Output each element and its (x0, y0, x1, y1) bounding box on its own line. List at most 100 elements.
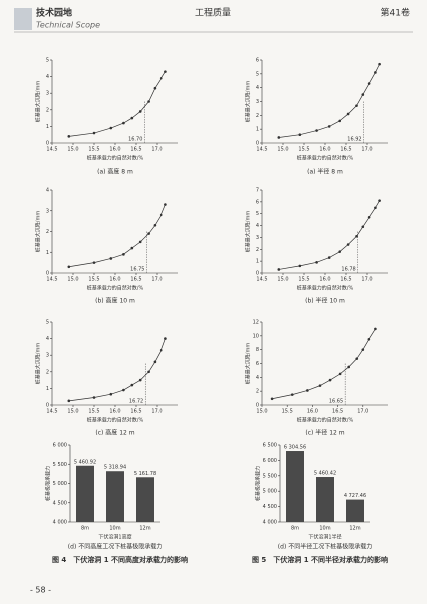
x-tick-label: 14.5 (46, 277, 57, 283)
x-tick-label: 16.0 (109, 409, 120, 415)
y-tick-label: 7 (256, 188, 259, 194)
value-label: 5 460.42 (314, 471, 336, 477)
point (361, 225, 365, 229)
x-tick-label: 15.5 (298, 277, 309, 283)
figure-caption: 图 4 下伏溶洞 1 不同高度对承载力的影响 (52, 555, 188, 564)
y-tick-label: 3 (256, 99, 259, 105)
point (92, 131, 96, 135)
point (318, 384, 322, 387)
point (109, 392, 113, 396)
marker-label: 16.65 (329, 399, 343, 405)
point (378, 199, 381, 202)
point (164, 70, 167, 73)
y-tick-label: 4 (46, 336, 49, 342)
x-tick-label: 16.5 (340, 147, 351, 153)
point (67, 135, 71, 138)
point (338, 119, 342, 123)
x-tick-label: 17.0 (151, 147, 162, 153)
y-axis-label: 桩基极限承载力 (45, 466, 52, 501)
x-axis-label: 下伏溶洞1高度 (98, 534, 131, 541)
marker-label: 16.92 (347, 137, 361, 143)
y-tick-label: 6 000 (263, 458, 277, 464)
point (361, 348, 365, 351)
y-axis-label: 桩基最大沉降/mm (35, 211, 42, 253)
volume: 第41卷 (381, 7, 410, 19)
point (355, 104, 358, 107)
point (109, 126, 113, 130)
point (355, 357, 359, 360)
y-tick-label: 2 (256, 389, 259, 395)
point (164, 337, 167, 340)
y-tick-label: 1 (46, 124, 49, 130)
y-tick-label: 0 (46, 271, 49, 277)
point (92, 261, 96, 264)
x-tick-label: 15.0 (67, 409, 78, 415)
x-tick-label: 17.0 (357, 409, 368, 415)
y-tick-label: 4 500 (53, 500, 67, 506)
value-label: 5 318.94 (104, 465, 126, 471)
point (327, 256, 331, 259)
y-tick-label: 2 (46, 369, 49, 375)
y-axis-label: 桩基最大沉降/mm (35, 343, 42, 385)
x-axis-label: 桩基承载力的自然对数/% (297, 285, 354, 292)
point (147, 232, 150, 235)
y-tick-label: 6 (256, 58, 259, 64)
x-tick-label: 17.0 (151, 277, 162, 283)
point (153, 223, 157, 227)
x-tick-label: 15.5 (88, 409, 99, 415)
x-tick-label: 15.5 (88, 147, 99, 153)
x-axis-label: 下伏溶洞1半径 (308, 534, 341, 541)
point (147, 100, 150, 103)
value-label: 5 460.92 (74, 459, 96, 465)
y-tick-label: 6 (256, 361, 259, 367)
subtitle: (a) 高度 8 m (97, 168, 133, 176)
y-tick-label: 4 (46, 188, 49, 194)
x-tick-label: 15.0 (67, 277, 78, 283)
point (130, 383, 134, 387)
y-tick-label: 5 500 (263, 473, 277, 479)
y-tick-label: 3 (46, 353, 49, 359)
x-tick-label: 12m (349, 526, 360, 532)
x-tick-label: 16.5 (340, 277, 351, 283)
y-tick-label: 0 (46, 141, 49, 147)
journal-name: 工程质量 (195, 7, 231, 19)
y-tick-label: 5 500 (53, 462, 67, 468)
y-tick-label: 6 (256, 199, 259, 205)
x-axis-label: 桩基承载力的自然对数/% (297, 155, 354, 162)
x-tick-label: 14.5 (46, 409, 57, 415)
point (378, 62, 381, 66)
point (367, 337, 371, 341)
y-axis-label: 桩基最大沉降/mm (245, 211, 252, 253)
x-axis-label: 桩基承载力的自然对数/% (297, 417, 354, 424)
x-axis-label: 桩基承载力的自然对数/% (87, 155, 144, 162)
value-label: 5 161.78 (134, 471, 156, 477)
x-tick-label: 16.0 (109, 147, 120, 153)
marker-label: 16.70 (128, 137, 142, 143)
x-axis-label: 桩基承载力的自然对数/% (87, 285, 144, 292)
point (122, 121, 125, 125)
subtitle: (d) 不同半径工况下桩基极限承载力 (278, 543, 372, 551)
bar (346, 499, 364, 522)
y-tick-label: 1 (46, 386, 49, 392)
y-tick-label: 2 (46, 229, 49, 235)
x-tick-label: 16.0 (319, 277, 330, 283)
line (68, 338, 166, 402)
subtitle: (c) 半径 12 m (305, 429, 344, 437)
x-tick-label: 8m (291, 526, 299, 532)
point (367, 215, 371, 219)
point (374, 327, 377, 331)
x-tick-label: 16.5 (130, 147, 141, 153)
y-tick-label: 10 (253, 333, 259, 339)
bar (106, 471, 124, 522)
y-tick-label: 0 (256, 141, 259, 147)
point (328, 378, 332, 382)
point (347, 365, 350, 369)
point (315, 129, 318, 132)
subtitle: (d) 不同高度工况下桩基极限承载力 (68, 543, 162, 551)
point (346, 112, 350, 116)
y-tick-label: 0 (256, 403, 259, 409)
point (164, 203, 167, 206)
figure-caption: 图 5 下伏溶洞 1 不同半径对承载力的影响 (252, 555, 388, 564)
point (290, 393, 294, 396)
x-tick-label: 16.0 (109, 277, 120, 283)
